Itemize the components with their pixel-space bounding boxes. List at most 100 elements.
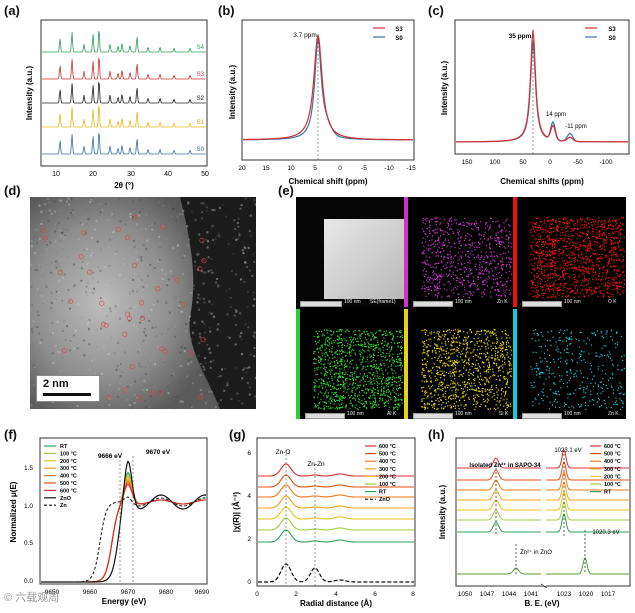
map-si-dots — [409, 309, 513, 419]
svg-text:100: 100 — [490, 159, 501, 166]
exafs-legend-entry: 500 °C — [379, 452, 396, 458]
nmr-c-ylabel: Intensity (a.u.) — [440, 61, 449, 116]
panel-d-label: (d) — [4, 183, 21, 198]
map-al-colorbar — [296, 309, 300, 419]
map-zn: 100 nm Zn K — [518, 309, 626, 419]
nmr-b-s3-line — [243, 35, 413, 140]
nmr-b-annotation: 3.7 ppm — [293, 32, 317, 39]
xrd-label-s2: S2 — [197, 96, 205, 102]
xrd-xtick: 10 — [52, 171, 60, 178]
xps-xlabel: B. E. (eV) — [524, 599, 559, 608]
xps-legend-entry: 300 °C — [604, 467, 621, 473]
map-zn-small-label: Zn K — [497, 299, 508, 305]
exafs-line — [258, 518, 414, 530]
xanes-legend-entry: 300 °C — [60, 466, 77, 472]
xanes-legend-entry: 400 °C — [60, 474, 77, 480]
exafs-line — [258, 507, 414, 519]
panel-e-maps: SE(frame1) 100 nm 100 nm Zn K 100 nm O K… — [296, 197, 626, 419]
nmr-b-legend-s0: S0 — [395, 36, 403, 42]
nmr-c-xlabel: Chemical shifts (ppm) — [500, 177, 584, 186]
xrd-label-s0: S0 — [197, 147, 205, 153]
xps-ylabel: Intensity (a.u.) — [438, 485, 447, 540]
xps-legend-entry: 400 °C — [604, 459, 621, 465]
exafs-legend-entry: RT — [379, 490, 387, 496]
map-al-label: Al K — [387, 411, 396, 417]
panel-a-label: (a) — [4, 3, 20, 18]
exafs-xlabel: Radial distance (Å) — [300, 599, 372, 608]
xanes-xlabel: Energy (eV) — [102, 597, 147, 606]
svg-text:50: 50 — [519, 159, 527, 166]
svg-text:5: 5 — [313, 165, 317, 172]
svg-text:0: 0 — [338, 165, 342, 172]
xanes-legend-entry: 100 °C — [60, 451, 77, 457]
svg-text:-100: -100 — [599, 159, 612, 166]
xrd-line-s1 — [42, 106, 206, 127]
xrd-line-s0 — [42, 133, 206, 154]
map-zn-scale: 100 nm — [564, 411, 581, 417]
xanes-annotation-9670: 9670 eV — [146, 449, 171, 456]
svg-text:-5: -5 — [361, 165, 367, 172]
exafs-line-zno — [258, 564, 414, 582]
nmr-c-s3-line — [456, 30, 628, 142]
map-se-crystal — [324, 219, 404, 299]
xanes-legend-entry: Zn — [60, 503, 67, 509]
xanes-legend-entry: RT — [60, 444, 68, 450]
map-o: 100 nm O K — [518, 197, 626, 307]
xanes-legend-entry: 200 °C — [60, 459, 77, 465]
map-se-label: SE(frame1) — [370, 299, 396, 305]
panel-g-label: (g) — [229, 427, 246, 442]
watermark: © 六载观周 — [4, 589, 59, 605]
xanes-legend-entry: 500 °C — [60, 481, 77, 487]
panel-b-nmr-chart: 3.7 ppm S3 S0 20 15 10 5 0 -5 -10 -15 Ch… — [215, 0, 420, 192]
panel-d-scalebar-line — [43, 393, 91, 396]
xrd-xtick: 50 — [201, 171, 209, 178]
map-zn-dots — [518, 309, 626, 419]
map-o-dots — [518, 197, 626, 307]
xps-legend-entry: 100 °C — [604, 482, 621, 488]
xanes-legend-entry: ZnO — [60, 496, 72, 502]
xps-annotation-zno: Zn²⁺ in ZnO — [520, 549, 552, 556]
map-zn-colorbar-2 — [513, 309, 517, 419]
exafs-annotation-znzn: Zn-Zn — [307, 461, 325, 468]
exafs-legend-entry: 100 °C — [379, 482, 396, 488]
svg-text:-15: -15 — [406, 165, 416, 172]
xrd-label-s4: S4 — [197, 45, 205, 51]
nmr-c-legend-s0: S0 — [608, 36, 616, 42]
xanes-legend-entry: 600 °C — [60, 488, 77, 494]
map-si-label: Si K — [499, 411, 508, 417]
map-o-label: O K — [608, 299, 617, 305]
nmr-c-legend-s3: S3 — [608, 27, 616, 33]
panel-d-scalebar-box: 2 nm — [36, 375, 100, 402]
xps-annotation-1023: 1023.1 eV — [554, 448, 581, 454]
panel-a-xrd-chart: S4 S3 S2 S1 S0 10 20 30 40 50 2θ (°) Int… — [0, 0, 215, 192]
svg-text:-10: -10 — [384, 165, 394, 172]
exafs-legend-entry: ZnO — [379, 497, 391, 503]
map-zn-colorbar — [404, 197, 408, 307]
nmr-b-xlabel: Chemical shift (ppm) — [288, 177, 367, 186]
xrd-xlabel: 2θ (°) — [114, 181, 134, 190]
panel-c: (c) 35 ppm 14 ppm -11 ppm S3 S0 150 100 … — [420, 0, 635, 192]
map-al-dots — [301, 309, 404, 419]
xps-legend-entry: 200 °C — [604, 474, 621, 480]
map-se-frame: SE(frame1) 100 nm — [296, 197, 404, 307]
exafs-legend-entry: 200 °C — [379, 474, 396, 480]
map-al: 100 nm Al K — [301, 309, 404, 419]
panel-a-frame — [41, 20, 207, 166]
panel-f-label: (f) — [4, 427, 17, 442]
svg-text:0: 0 — [548, 159, 552, 166]
map-zn-small-scale: 100 nm — [455, 299, 472, 305]
xps-legend-entry: 600 °C — [604, 444, 621, 450]
nmr-c-s0-line — [456, 42, 628, 142]
svg-text:15: 15 — [262, 165, 270, 172]
nmr-b-s0-line — [243, 39, 413, 140]
xrd-line-s4 — [42, 31, 206, 52]
map-zn-label: Zn K — [608, 411, 619, 417]
panel-c-label: (c) — [428, 3, 444, 18]
exafs-line — [258, 530, 414, 542]
exafs-line — [258, 496, 414, 508]
panel-c-nmr-chart: 35 ppm 14 ppm -11 ppm S3 S0 150 100 50 0… — [420, 0, 635, 192]
exafs-legend-entry: 300 °C — [379, 467, 396, 473]
